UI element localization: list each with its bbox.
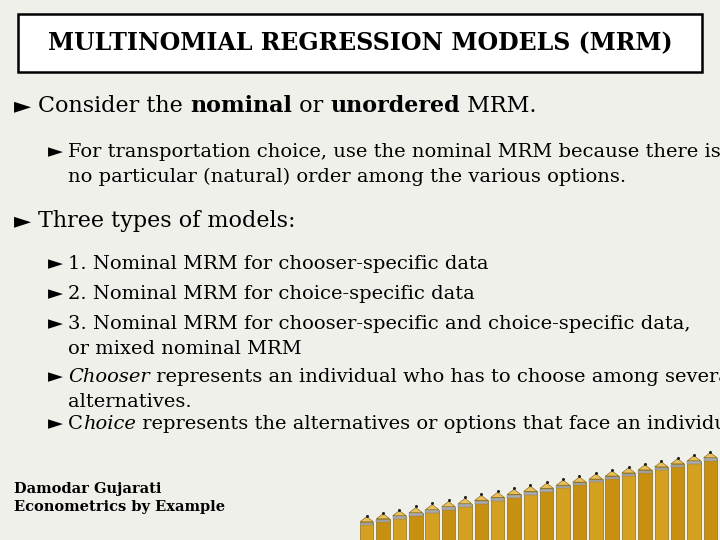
Bar <box>557 485 570 540</box>
Bar <box>474 501 488 504</box>
Bar <box>572 482 586 540</box>
Bar <box>392 516 406 540</box>
Bar <box>589 480 603 482</box>
Bar <box>622 473 635 540</box>
Text: Consider the: Consider the <box>38 95 190 117</box>
Bar <box>638 471 652 473</box>
Polygon shape <box>392 511 406 516</box>
Text: Three types of models:: Three types of models: <box>38 210 295 232</box>
Polygon shape <box>491 492 504 497</box>
Bar <box>409 512 423 540</box>
Text: MULTINOMIAL REGRESSION MODELS (MRM): MULTINOMIAL REGRESSION MODELS (MRM) <box>48 31 672 55</box>
Bar <box>688 462 701 464</box>
Bar <box>458 504 472 507</box>
Text: represents the alternatives or options that face an individual.: represents the alternatives or options t… <box>136 415 720 433</box>
Bar <box>622 474 635 476</box>
Bar <box>606 477 619 480</box>
Polygon shape <box>589 474 603 479</box>
Text: ►: ► <box>48 285 63 303</box>
Text: or mixed nominal MRM: or mixed nominal MRM <box>68 340 302 358</box>
Text: no particular (natural) order among the various options.: no particular (natural) order among the … <box>68 168 626 186</box>
Bar <box>523 491 537 540</box>
Text: For transportation choice, use the nominal MRM because there is: For transportation choice, use the nomin… <box>68 143 720 161</box>
Bar <box>606 476 619 540</box>
Bar <box>557 486 570 489</box>
Text: 3. Nominal MRM for chooser-specific and choice-specific data,: 3. Nominal MRM for chooser-specific and … <box>68 315 690 333</box>
Polygon shape <box>442 502 455 507</box>
Bar <box>508 494 521 540</box>
Bar <box>491 497 504 540</box>
Text: Damodar Gujarati: Damodar Gujarati <box>14 482 161 496</box>
Polygon shape <box>508 489 521 494</box>
Text: Econometrics by Example: Econometrics by Example <box>14 500 225 514</box>
Text: or: or <box>292 95 330 117</box>
Bar <box>671 464 684 540</box>
Text: ►: ► <box>48 255 63 273</box>
Bar <box>540 489 554 491</box>
Text: ►: ► <box>14 95 31 117</box>
Text: MRM.: MRM. <box>460 95 536 117</box>
Bar <box>671 464 684 467</box>
Polygon shape <box>703 453 717 458</box>
Bar <box>703 458 717 540</box>
Text: Chooser: Chooser <box>68 368 150 386</box>
Bar <box>377 519 390 540</box>
Text: ►: ► <box>14 210 31 232</box>
Text: ►: ► <box>48 315 63 333</box>
Text: hoice: hoice <box>83 415 136 433</box>
Bar <box>572 483 586 485</box>
Polygon shape <box>688 456 701 461</box>
Text: alternatives.: alternatives. <box>68 393 192 411</box>
Bar <box>540 488 554 540</box>
Bar <box>392 516 406 519</box>
Text: represents an individual who has to choose among several: represents an individual who has to choo… <box>150 368 720 386</box>
Text: C: C <box>68 415 83 433</box>
Bar <box>638 470 652 540</box>
Bar <box>426 510 439 540</box>
Bar <box>654 468 668 470</box>
Polygon shape <box>523 486 537 491</box>
Bar <box>360 523 374 525</box>
Polygon shape <box>458 498 472 503</box>
Polygon shape <box>474 495 488 501</box>
Polygon shape <box>409 508 423 512</box>
Bar <box>442 507 455 540</box>
Bar <box>458 503 472 540</box>
FancyBboxPatch shape <box>18 14 702 72</box>
Polygon shape <box>557 480 570 485</box>
Bar <box>654 467 668 540</box>
Polygon shape <box>622 468 635 473</box>
Text: ►: ► <box>48 143 63 161</box>
Polygon shape <box>377 514 390 519</box>
Polygon shape <box>426 504 439 510</box>
Bar <box>688 461 701 540</box>
Text: unordered: unordered <box>330 95 460 117</box>
Bar <box>474 501 488 540</box>
Polygon shape <box>572 477 586 482</box>
Bar <box>589 479 603 540</box>
Bar <box>426 510 439 513</box>
Text: ►: ► <box>48 415 63 433</box>
Bar <box>491 498 504 501</box>
Text: 1. Nominal MRM for chooser-specific data: 1. Nominal MRM for chooser-specific data <box>68 255 488 273</box>
Text: 2. Nominal MRM for choice-specific data: 2. Nominal MRM for choice-specific data <box>68 285 474 303</box>
Bar <box>523 492 537 495</box>
Text: nominal: nominal <box>190 95 292 117</box>
Bar <box>442 507 455 510</box>
Polygon shape <box>540 483 554 488</box>
Bar <box>360 522 374 540</box>
Bar <box>703 458 717 461</box>
Polygon shape <box>671 459 684 464</box>
Polygon shape <box>606 471 619 476</box>
Bar <box>409 514 423 516</box>
Bar <box>508 495 521 498</box>
Text: ►: ► <box>48 368 63 386</box>
Polygon shape <box>654 462 668 467</box>
Polygon shape <box>360 517 374 522</box>
Bar <box>377 519 390 522</box>
Polygon shape <box>638 465 652 470</box>
